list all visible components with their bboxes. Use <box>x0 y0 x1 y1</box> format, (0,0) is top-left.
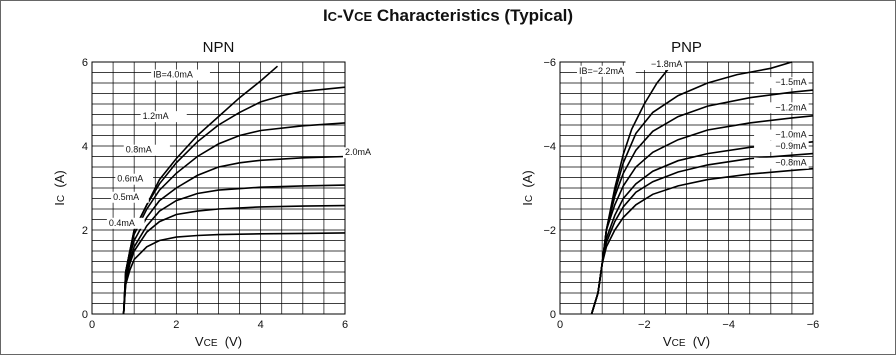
x-tick-label: 6 <box>342 319 348 331</box>
x-tick-label: 2 <box>173 319 179 331</box>
x-tick-label: 0 <box>89 319 95 331</box>
npn-curve-6 <box>122 232 346 315</box>
x-axis-label: VCE (V) <box>195 334 242 349</box>
y-tick-label: 0 <box>550 309 556 321</box>
x-tick-label: 0 <box>557 319 563 331</box>
npn-curve-5 <box>122 204 346 315</box>
curve-label: −0.9mA <box>775 141 806 151</box>
plot-border <box>559 61 814 315</box>
curve-label-bg <box>754 77 809 89</box>
curve-label: −1.5mA <box>775 77 806 87</box>
curve-label-bg <box>754 102 809 114</box>
pnp-curve-2 <box>590 89 814 315</box>
curve-label: −1.0mA <box>775 130 806 140</box>
y-tick-label: 2 <box>82 225 88 237</box>
x-axis-label: VCE (V) <box>663 334 710 349</box>
curve-label-bg <box>754 129 809 141</box>
y-tick-label: 4 <box>82 141 88 153</box>
x-tick-label: −6 <box>807 319 820 331</box>
curve-label: 2.0mA <box>345 147 371 157</box>
y-tick-label: −2 <box>543 225 556 237</box>
curve-label-bg <box>625 59 685 71</box>
curve-label: IB=4.0mA <box>153 70 193 80</box>
npn-chart: NPN 0 2 4 6 0 2 4 6 VCE (V) IC (A) IB=4.0mA 2.0mA 1.2… <box>52 39 390 349</box>
curve-label-bg <box>576 65 636 77</box>
pnp-chart: PNP 0 −2 −4 −6 0 −2 −4 −6 VCE (V) IC (A) IB=−2.2mA −… <box>520 39 819 349</box>
plot-border <box>91 61 346 315</box>
curve-label-bg <box>754 140 809 152</box>
npn-curve-3 <box>122 155 346 315</box>
y-tick-label: 0 <box>82 309 88 321</box>
chart-main-title: IC-VCE Characteristics (Typical) <box>322 6 574 25</box>
curve-label: 0.6mA <box>117 174 143 184</box>
y-axis-label: IC (A) <box>52 170 67 205</box>
y-tick-label: −4 <box>543 141 556 153</box>
curve-label-bg <box>115 173 154 185</box>
y-axis-label: IC (A) <box>520 170 535 205</box>
curve-label-bg <box>106 217 145 229</box>
npn-curve-0 <box>122 65 279 315</box>
curve-label-bg <box>111 191 149 203</box>
x-tick-label: −4 <box>722 319 735 331</box>
y-tick-label: −6 <box>543 57 556 69</box>
curve-label: IB=−2.2mA <box>579 66 624 76</box>
curve-label-bg <box>140 111 187 123</box>
curve-label: 0.8mA <box>126 145 152 155</box>
npn-curve-4 <box>122 184 346 315</box>
curve-label: −1.2mA <box>775 102 806 112</box>
pnp-curve-6 <box>590 167 814 315</box>
x-tick-label: 4 <box>258 319 264 331</box>
curve-label-bg <box>151 69 210 81</box>
curve-label: 0.5mA <box>113 192 139 202</box>
curve-label-bg <box>343 147 390 159</box>
npn-curve-2 <box>122 122 346 315</box>
x-tick-label: −2 <box>638 319 651 331</box>
y-tick-label: 6 <box>82 57 88 69</box>
chart-title: PNP <box>671 39 702 56</box>
chart-title: NPN <box>203 39 235 56</box>
curve-label-bg <box>754 157 809 169</box>
curve-label: −0.8mA <box>775 158 806 168</box>
curve-label: −1.8mA <box>651 59 682 69</box>
curve-label: 1.2mA <box>143 111 169 121</box>
curve-label: 0.4mA <box>109 218 135 228</box>
curve-label-bg <box>123 144 170 156</box>
